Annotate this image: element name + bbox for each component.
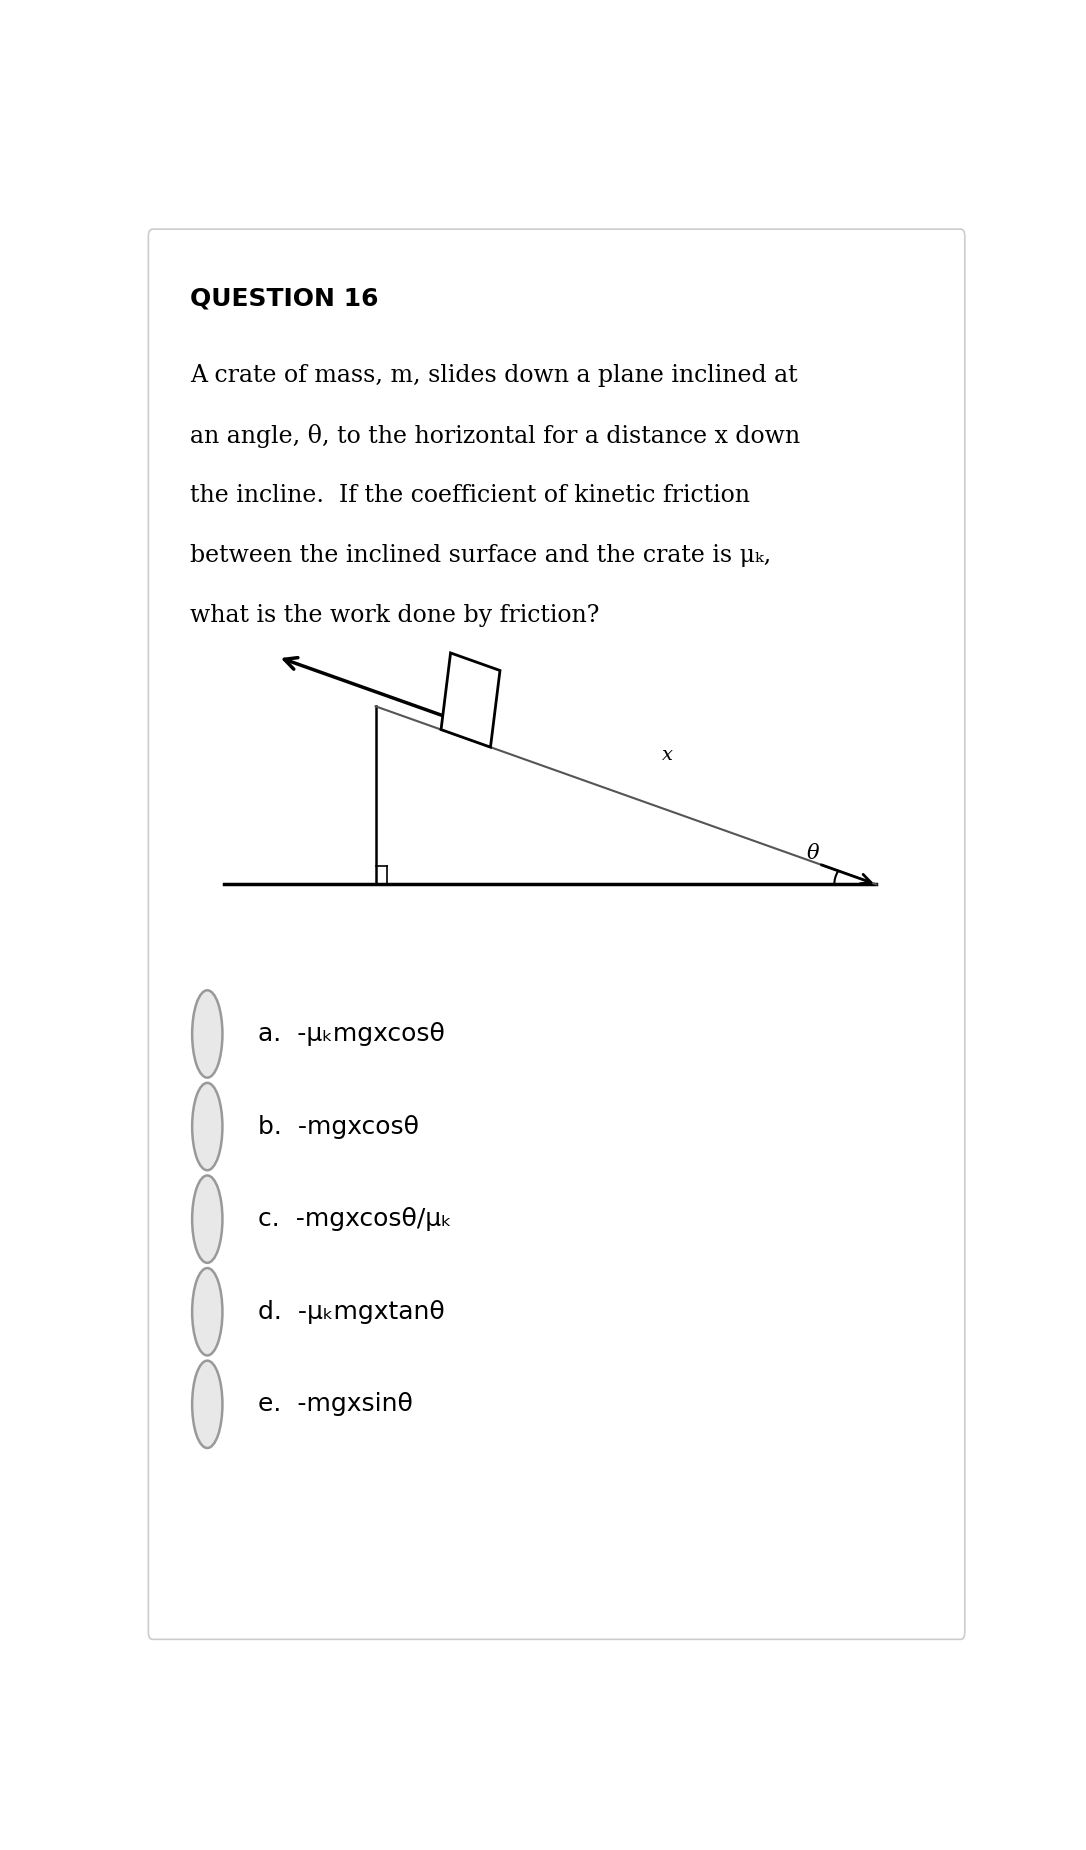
Text: d.  -μₖmgxtanθ: d. -μₖmgxtanθ xyxy=(257,1301,444,1325)
Text: b.  -mgxcosθ: b. -mgxcosθ xyxy=(257,1114,419,1138)
Text: an angle, θ, to the horizontal for a distance x down: an angle, θ, to the horizontal for a dis… xyxy=(190,424,800,448)
Ellipse shape xyxy=(192,1360,223,1449)
Ellipse shape xyxy=(192,1082,223,1171)
Ellipse shape xyxy=(192,1267,223,1356)
Text: e.  -mgxsinθ: e. -mgxsinθ xyxy=(257,1393,413,1417)
Text: QUESTION 16: QUESTION 16 xyxy=(190,287,379,311)
Ellipse shape xyxy=(192,1175,223,1264)
Text: A crate of mass, m, slides down a plane inclined at: A crate of mass, m, slides down a plane … xyxy=(190,364,798,387)
Text: a.  -μₖmgxcosθ: a. -μₖmgxcosθ xyxy=(257,1021,444,1045)
Polygon shape xyxy=(441,653,500,747)
Text: m: m xyxy=(462,692,479,709)
Text: θ: θ xyxy=(807,844,820,862)
Text: what is the work done by friction?: what is the work done by friction? xyxy=(190,603,599,627)
Text: c.  -mgxcosθ/μₖ: c. -mgxcosθ/μₖ xyxy=(257,1208,452,1230)
Text: between the inclined surface and the crate is μₖ,: between the inclined surface and the cra… xyxy=(190,544,772,566)
FancyBboxPatch shape xyxy=(149,229,964,1639)
Text: the incline.  If the coefficient of kinetic friction: the incline. If the coefficient of kinet… xyxy=(190,485,750,507)
Ellipse shape xyxy=(192,990,223,1079)
Text: x: x xyxy=(661,746,672,764)
